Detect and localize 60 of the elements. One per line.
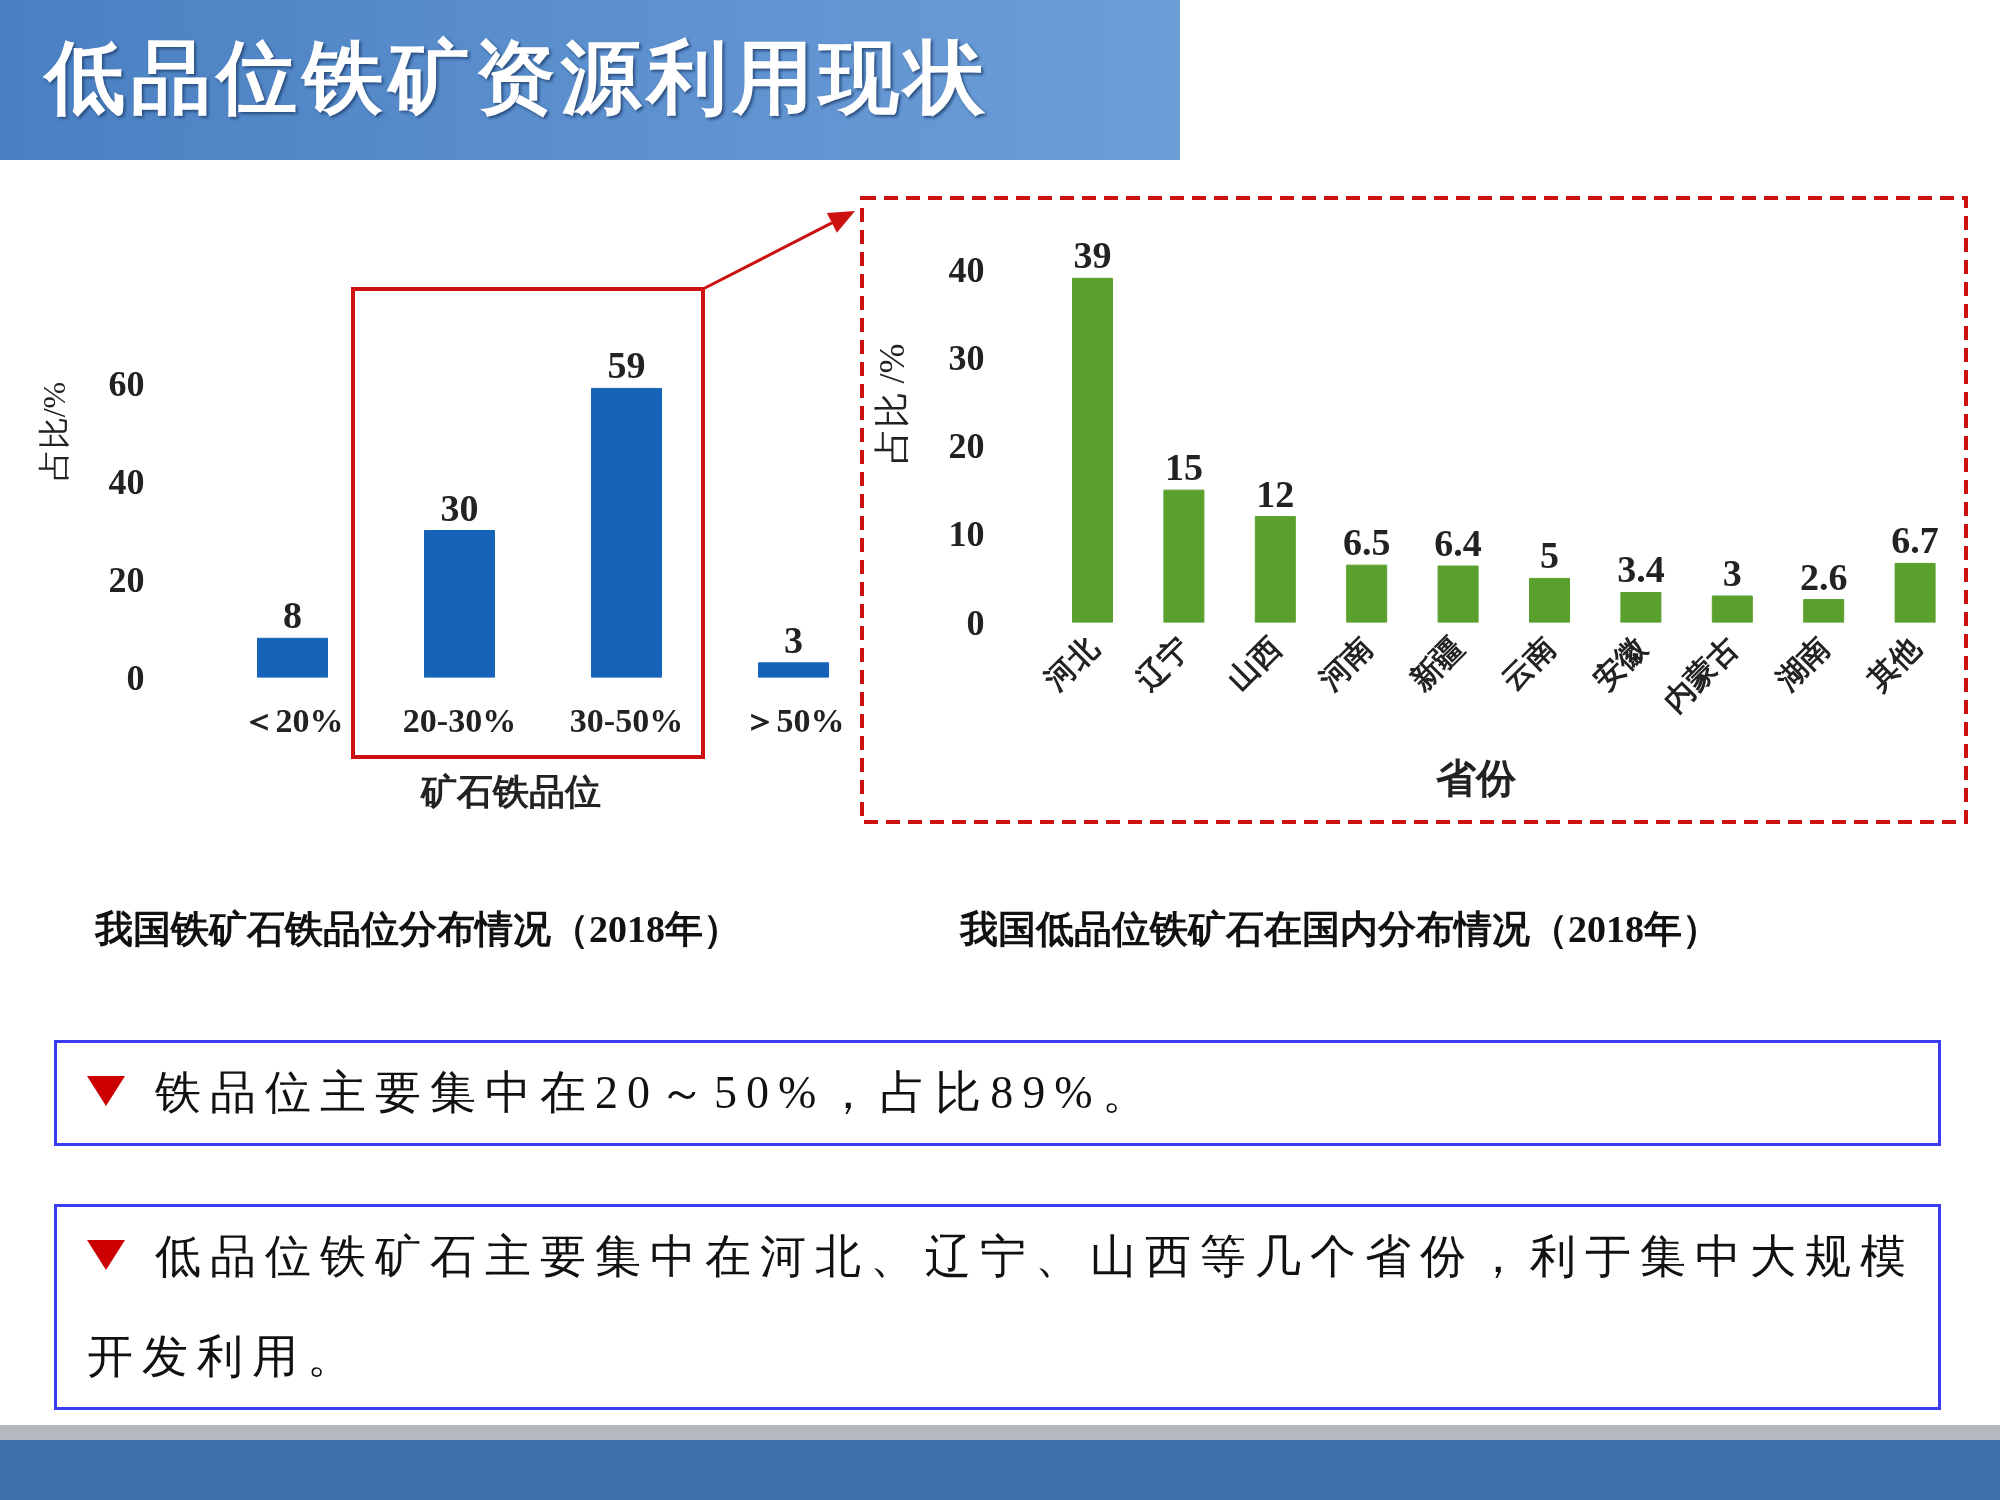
x-tick-label: ＞50% xyxy=(742,701,845,739)
bar xyxy=(1072,277,1113,623)
x-tick-label: 30-50% xyxy=(569,701,684,739)
data-label: 15 xyxy=(1164,446,1203,489)
data-label: 6.4 xyxy=(1434,522,1482,565)
y-axis-title: 占比 /% xyxy=(871,343,912,465)
y-tick-label: 40 xyxy=(108,461,145,502)
data-label: 6.5 xyxy=(1342,521,1391,564)
bar xyxy=(1346,564,1388,623)
y-tick-label: 60 xyxy=(108,363,145,404)
bar xyxy=(257,637,328,678)
x-tick-label: 河北 xyxy=(1037,630,1105,698)
x-axis-title: 矿石铁品位 xyxy=(418,771,601,812)
bar xyxy=(591,387,662,678)
x-tick-label: 山西 xyxy=(1221,630,1287,697)
y-tick-label: 40 xyxy=(948,249,985,290)
data-label: 3 xyxy=(784,618,803,661)
data-label: 3 xyxy=(1722,552,1742,595)
y-tick-label: 20 xyxy=(108,559,145,600)
bar xyxy=(1620,591,1662,623)
x-tick-label: 河南 xyxy=(1311,630,1379,698)
y-tick-label: 20 xyxy=(948,426,985,466)
y-tick-label: 30 xyxy=(948,337,985,378)
data-label: 2.6 xyxy=(1799,555,1848,598)
bar xyxy=(1894,562,1936,623)
data-label: 5 xyxy=(1540,534,1559,577)
data-label: 6.7 xyxy=(1891,519,1939,562)
x-tick-label: 新疆 xyxy=(1403,630,1470,698)
text: 我国铁矿石铁品位分布情况（2018年） xyxy=(93,907,741,952)
x-axis-title: 省份 xyxy=(1435,756,1517,802)
x-tick-label: 其他 xyxy=(1860,630,1928,698)
y-tick-label: 0 xyxy=(966,602,985,643)
x-tick-label: 内蒙古 xyxy=(1656,630,1744,718)
text: 我国低品位铁矿石在国内分布情况（2018年） xyxy=(958,907,1720,952)
data-label: 3.4 xyxy=(1617,548,1665,591)
y-tick-label: 10 xyxy=(948,514,985,555)
bar xyxy=(758,662,829,678)
x-tick-label: 辽宁 xyxy=(1129,630,1196,698)
bar xyxy=(1437,565,1479,623)
bar xyxy=(1529,577,1570,623)
data-label: 8 xyxy=(283,594,302,637)
data-label: 30 xyxy=(440,486,479,529)
text: 低品位铁矿石主要集中在河北、辽宁、山西等几个省份，利于集中大规模开发利用。 xyxy=(87,1230,1916,1384)
data-label: 12 xyxy=(1256,472,1295,515)
bar xyxy=(1254,516,1296,623)
text: 铁品位主要集中在20～50%，占比89%。 xyxy=(154,1066,1158,1120)
bar xyxy=(424,530,495,678)
x-tick-label: 20-30% xyxy=(402,701,517,739)
bar xyxy=(1803,599,1845,623)
bar xyxy=(1711,595,1753,623)
data-label: 59 xyxy=(607,344,646,387)
y-axis-title: 占比/% xyxy=(35,381,72,482)
x-tick-label: ＜20% xyxy=(241,701,344,739)
x-tick-label: 云南 xyxy=(1495,630,1562,697)
data-label: 39 xyxy=(1073,234,1112,277)
x-tick-label: 湖南 xyxy=(1768,630,1836,698)
bar xyxy=(1163,489,1205,623)
chart-title: 低品位铁矿资源利用现状 xyxy=(45,30,991,126)
y-tick-label: 0 xyxy=(126,657,145,698)
x-tick-label: 安徽 xyxy=(1586,630,1654,697)
